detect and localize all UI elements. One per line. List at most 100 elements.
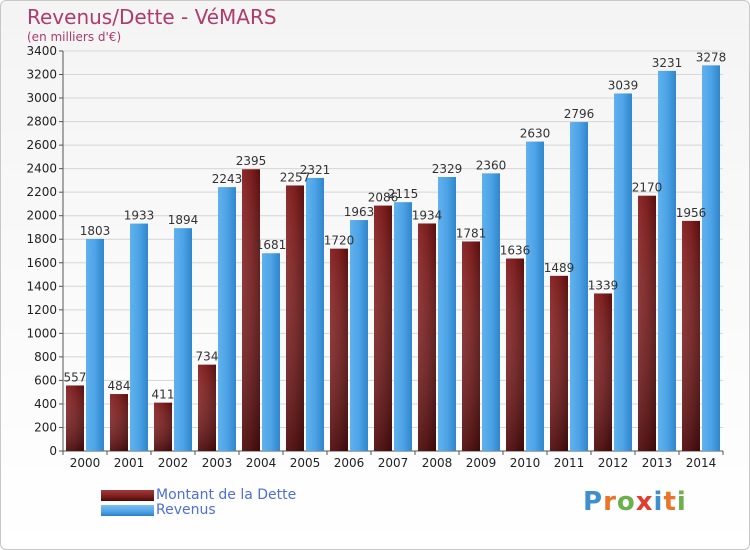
y-tick-label: 3400: [26, 44, 57, 58]
bar-revenue: [218, 187, 236, 451]
data-label-debt: 2257: [280, 170, 311, 184]
data-label-revenue: 3231: [652, 56, 683, 70]
logo-letter: x: [635, 487, 654, 517]
bar-debt-shade: [110, 394, 128, 451]
y-tick-label: 600: [34, 373, 57, 387]
data-label-revenue: 2243: [212, 172, 243, 186]
y-tick-label: 3000: [26, 91, 57, 105]
x-tick-label: 2007: [378, 456, 409, 470]
y-tick-label: 2200: [26, 185, 57, 199]
legend-swatch-debt: [101, 490, 154, 501]
x-tick-label: 2012: [598, 456, 629, 470]
bar-revenue: [262, 253, 280, 451]
bar-debt-shade: [506, 258, 524, 451]
x-tick-label: 2001: [114, 456, 145, 470]
bar-debt-shade: [594, 293, 612, 451]
logo-letter: t: [663, 487, 677, 517]
y-tick-label: 1400: [26, 279, 57, 293]
x-tick-label: 2010: [510, 456, 541, 470]
data-label-revenue: 2360: [476, 158, 507, 172]
data-label-debt: 734: [196, 350, 219, 364]
bar-debt-shade: [286, 185, 304, 451]
logo-letter: i: [653, 487, 664, 517]
data-label-debt: 2395: [236, 154, 267, 168]
data-label-debt: 1339: [588, 278, 619, 292]
data-label-debt: 1934: [412, 208, 443, 222]
bar-revenue: [526, 141, 544, 451]
y-tick-label: 1200: [26, 303, 57, 317]
y-tick-label: 2400: [26, 162, 57, 176]
bar-revenue: [702, 65, 720, 452]
x-tick-label: 2002: [158, 456, 189, 470]
x-tick-label: 2006: [334, 456, 365, 470]
chart-subtitle: (en milliers d'€): [27, 30, 122, 44]
bar-revenue: [86, 238, 104, 451]
data-label-revenue: 2115: [388, 187, 419, 201]
x-tick-label: 2008: [422, 456, 453, 470]
bar-debt-shade: [682, 220, 700, 451]
logo-letter: r: [603, 487, 617, 517]
bar-debt-shade: [198, 364, 216, 451]
data-label-debt: 557: [64, 370, 87, 384]
x-tick-label: 2009: [466, 456, 497, 470]
y-tick-label: 2600: [26, 138, 57, 152]
data-label-revenue: 1803: [80, 224, 111, 238]
legend-label-debt: Montant de la Dette: [156, 487, 297, 503]
logo-letter: i: [676, 487, 687, 517]
data-label-revenue: 2329: [432, 162, 463, 176]
data-label-revenue: 1933: [124, 209, 155, 223]
data-label-debt: 2170: [632, 181, 663, 195]
y-tick-label: 2000: [26, 209, 57, 223]
bar-revenue: [306, 177, 324, 452]
y-tick-label: 0: [49, 444, 57, 458]
bar-debt-shade: [550, 275, 568, 451]
bar-debt-shade: [66, 385, 84, 451]
y-tick-label: 200: [34, 420, 57, 434]
bar-debt-shade: [242, 169, 260, 451]
y-tick-label: 800: [34, 350, 57, 364]
data-label-debt: 1781: [456, 226, 487, 240]
y-tick-label: 1800: [26, 232, 57, 246]
bar-debt-shade: [418, 223, 436, 451]
bar-revenue: [130, 223, 148, 451]
data-label-revenue: 3278: [696, 50, 727, 64]
data-label-debt: 1720: [324, 234, 355, 248]
data-label-debt: 1489: [544, 261, 575, 275]
y-tick-label: 400: [34, 397, 57, 411]
x-tick-label: 2014: [686, 456, 717, 470]
x-tick-label: 2003: [202, 456, 233, 470]
bar-revenue: [394, 202, 412, 451]
legend-label-revenue: Revenus: [156, 502, 216, 518]
data-label-revenue: 1894: [168, 213, 199, 227]
x-tick-label: 2004: [246, 456, 277, 470]
x-tick-label: 2000: [70, 456, 101, 470]
bar-debt-shade: [154, 402, 172, 451]
bar-debt-shade: [374, 205, 392, 451]
proxiti-logo: Proxiti: [583, 487, 687, 517]
data-label-revenue: 3039: [608, 78, 639, 92]
data-label-revenue: 2630: [520, 127, 551, 141]
data-label-debt: 484: [108, 379, 131, 393]
data-label-revenue: 2796: [564, 107, 595, 121]
bar-revenue: [614, 93, 632, 452]
y-tick-label: 1600: [26, 256, 57, 270]
data-label-revenue: 2321: [300, 163, 331, 177]
legend-swatch-revenue: [101, 505, 154, 516]
bar-revenue: [174, 228, 192, 451]
bar-revenue: [350, 220, 368, 451]
bar-revenue: [658, 70, 676, 451]
data-label-revenue: 1963: [344, 205, 375, 219]
y-tick-label: 3200: [26, 68, 57, 82]
x-tick-label: 2011: [554, 456, 585, 470]
bar-debt-shade: [330, 248, 348, 451]
logo-letter: o: [616, 487, 636, 517]
y-tick-label: 2800: [26, 115, 57, 129]
bar-revenue: [438, 177, 456, 451]
bar-revenue: [482, 173, 500, 451]
bar-debt-shade: [462, 241, 480, 451]
x-tick-label: 2005: [290, 456, 321, 470]
y-tick-label: 1000: [26, 326, 57, 340]
data-label-debt: 2086: [368, 191, 399, 205]
